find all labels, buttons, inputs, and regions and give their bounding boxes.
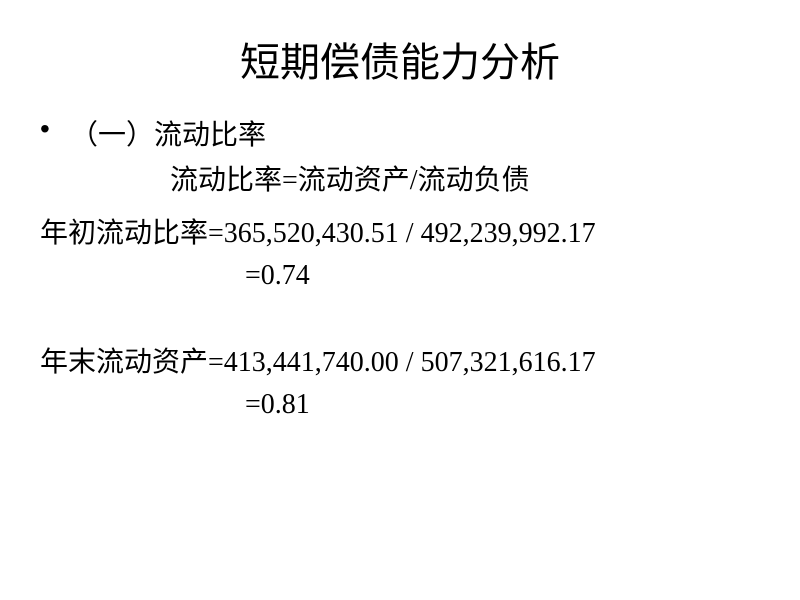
section-heading: •（一）流动比率 (40, 113, 760, 153)
formula-definition: 流动比率=流动资产/流动负债 (40, 158, 760, 198)
calc1-label: 年初流动比率= (40, 213, 224, 255)
calc2-label: 年末流动资产= (40, 342, 224, 384)
calc2-result: =0.81 (40, 384, 760, 426)
calc1-result: =0.74 (40, 255, 760, 297)
calculation-2: 年末流动资产= 413,441,740.00 / 507,321,616.17 … (40, 342, 760, 426)
slide-title: 短期偿债能力分析 (40, 30, 760, 88)
calculation-1: 年初流动比率= 365,520,430.51 / 492,239,992.17 … (40, 213, 760, 297)
section-label: （一）流动比率 (70, 120, 266, 151)
slide-container: 短期偿债能力分析 •（一）流动比率 流动比率=流动资产/流动负债 年初流动比率=… (0, 0, 800, 451)
calc2-expression: 413,441,740.00 / 507,321,616.17 (224, 342, 596, 384)
calc2-line1: 年末流动资产= 413,441,740.00 / 507,321,616.17 (40, 342, 760, 384)
spacer (40, 302, 760, 337)
bullet-icon: • (40, 113, 70, 145)
calc1-line1: 年初流动比率= 365,520,430.51 / 492,239,992.17 (40, 213, 760, 255)
calc1-expression: 365,520,430.51 / 492,239,992.17 (224, 213, 596, 255)
